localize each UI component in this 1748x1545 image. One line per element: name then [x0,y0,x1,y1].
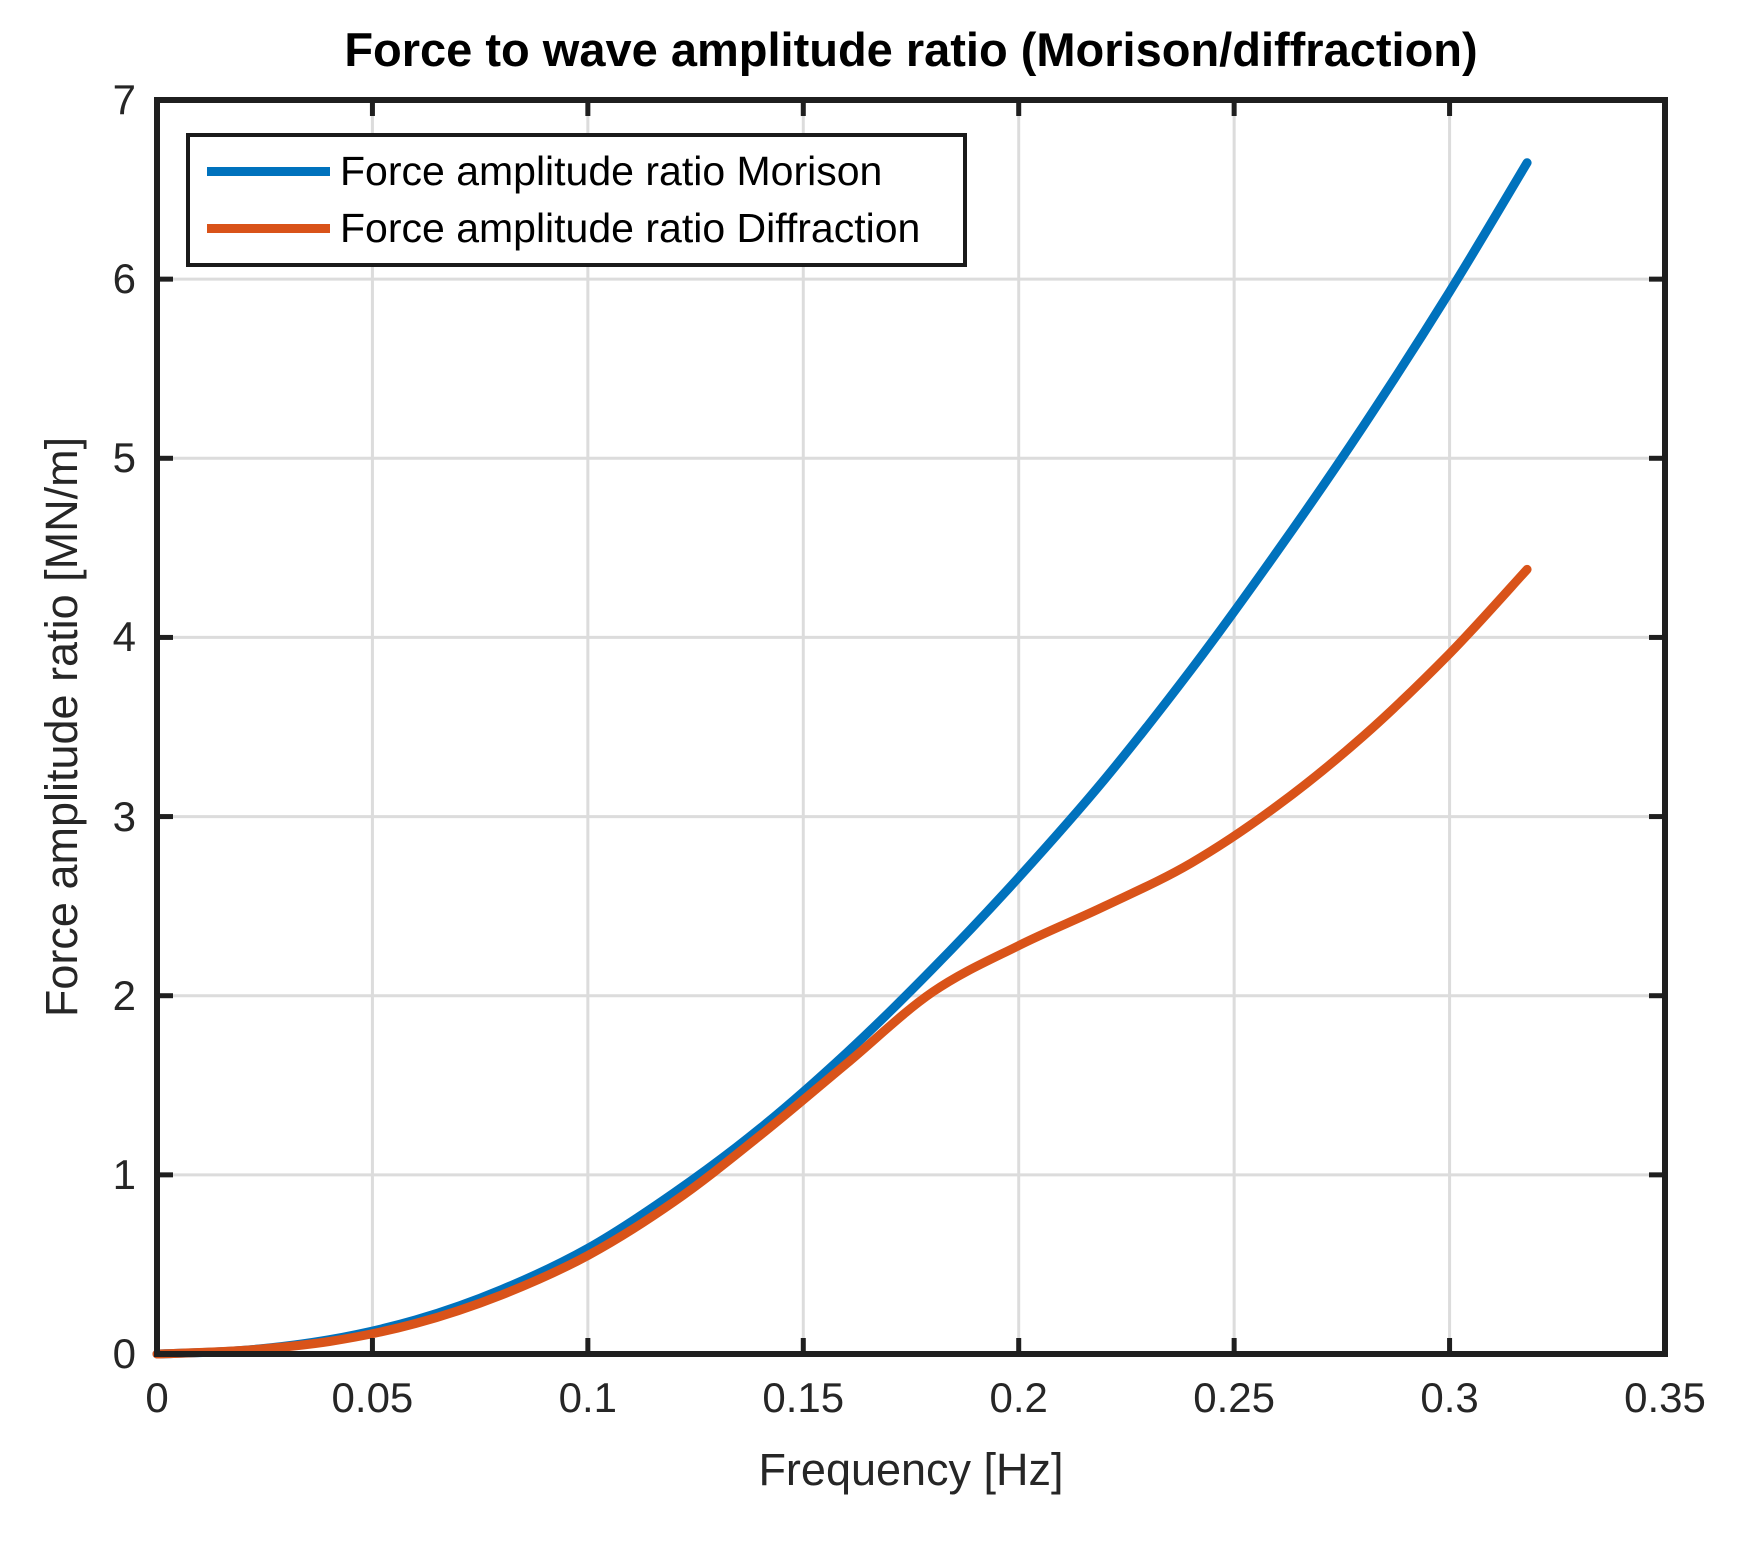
legend-item-morison: Force amplitude ratio Morison [190,146,963,198]
y-tick-label-1: 1 [112,1150,136,1198]
x-tick-label-0.25: 0.25 [1193,1374,1276,1421]
x-tick-label-0.1: 0.1 [558,1374,618,1421]
x-axis-label: Frequency [Hz] [758,1444,1064,1495]
y-tick-label-0: 0 [112,1330,136,1377]
y-tick-label-3: 3 [112,792,136,840]
x-tick-label-0.15: 0.15 [762,1374,845,1421]
axes-box [154,97,1668,1357]
diffraction-curve [152,564,1532,1359]
y-axis-label: Force amplitude ratio [MN/m] [36,436,87,1018]
morison-line-swatch [207,167,330,176]
data-curves [152,158,1532,1359]
y-tick-label-7: 7 [112,76,136,123]
y-tick-label-4: 4 [112,613,136,661]
y-tick-label-2: 2 [112,971,136,1019]
legend-label-diffraction: Force amplitude ratio Diffraction [340,205,921,251]
y-tick-label-5: 5 [112,434,136,482]
x-tick-label-0: 0 [145,1374,169,1421]
x-tick-label-0.05: 0.05 [331,1374,414,1421]
grid-lines [155,98,1667,1356]
axis-tick-marks [154,97,1668,1357]
x-tick-label-0.3: 0.3 [1420,1374,1479,1421]
chart-title: Force to wave amplitude ratio (Morison/d… [344,23,1478,76]
x-tick-label-0.35: 0.35 [1624,1374,1706,1421]
legend-label-morison: Force amplitude ratio Morison [340,148,883,194]
legend-item-diffraction: Force amplitude ratio Diffraction [190,203,963,255]
legend: Force amplitude ratio Morison Force ampl… [186,133,967,267]
y-tick-label-6: 6 [112,255,136,303]
diffraction-line-swatch [207,224,330,233]
x-tick-label-0.2: 0.2 [989,1374,1048,1421]
